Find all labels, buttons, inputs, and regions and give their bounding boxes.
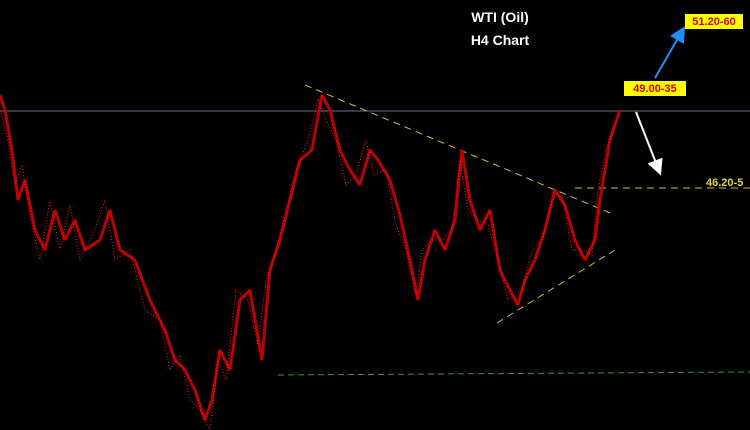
chart-subtitle: H4 Chart [471, 32, 530, 48]
up-arrow [654, 26, 686, 79]
target-box [685, 14, 743, 29]
chart-title: WTI (Oil) [471, 9, 529, 25]
support-line [277, 371, 750, 376]
down-arrow [635, 111, 663, 176]
price-trace [0, 94, 622, 421]
current-box [624, 81, 686, 96]
trend-upper [304, 84, 616, 216]
target-label: 51.20-60 [692, 16, 735, 28]
price-wicks [0, 98, 617, 430]
current-label: 49.00-35 [633, 83, 676, 95]
support-label: 46.20-5 [706, 177, 743, 189]
